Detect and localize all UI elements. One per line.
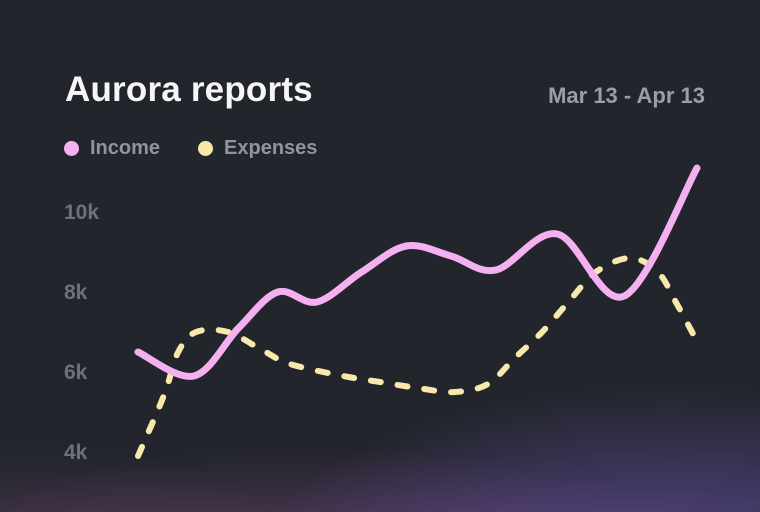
- income-dot-icon: [64, 141, 79, 156]
- legend-label-income: Income: [90, 137, 161, 159]
- expenses-dot-icon: [198, 141, 214, 156]
- series-expenses-line: [135, 255, 698, 459]
- legend-label-expenses: Expenses: [224, 137, 318, 159]
- series-income-line: [134, 164, 701, 380]
- date-range[interactable]: Mar 13 - Apr 13: [548, 83, 705, 108]
- legend-item-income[interactable]: Income: [64, 137, 160, 160]
- y-axis-label-10k: 10k: [64, 201, 100, 224]
- legend-item-expenses[interactable]: Expenses: [198, 137, 317, 160]
- page-title: Aurora reports: [65, 70, 313, 109]
- y-axis-label-8k: 8k: [64, 281, 88, 304]
- y-axis-label-4k: 4k: [64, 441, 88, 464]
- legend: Income Expenses: [64, 137, 317, 160]
- y-axis-label-6k: 6k: [64, 361, 88, 384]
